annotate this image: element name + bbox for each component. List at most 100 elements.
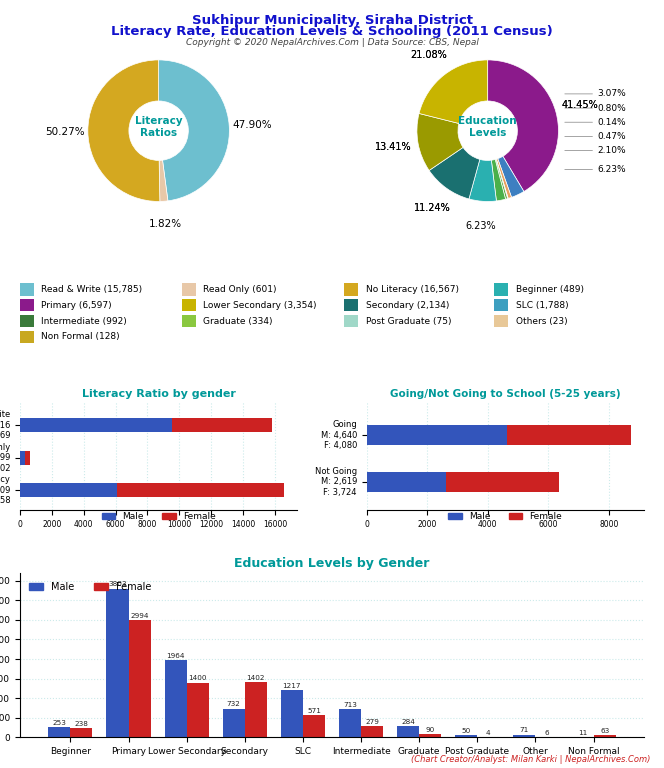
Text: 21.08%: 21.08% bbox=[410, 51, 448, 61]
Wedge shape bbox=[469, 160, 497, 201]
Text: Literacy Rate, Education Levels & Schooling (2011 Census): Literacy Rate, Education Levels & School… bbox=[111, 25, 553, 38]
Text: 11: 11 bbox=[578, 730, 587, 736]
Text: 279: 279 bbox=[365, 719, 379, 725]
Text: SLC (1,788): SLC (1,788) bbox=[515, 300, 568, 310]
Legend: Male, Female: Male, Female bbox=[445, 508, 566, 525]
Bar bbox=[182, 315, 196, 327]
Wedge shape bbox=[159, 60, 229, 201]
Text: 3803: 3803 bbox=[108, 581, 127, 588]
Text: 41.45%: 41.45% bbox=[562, 101, 598, 111]
Text: 253: 253 bbox=[52, 720, 66, 727]
Bar bbox=[20, 330, 34, 343]
Bar bbox=[397, 727, 419, 737]
Legend: Male, Female: Male, Female bbox=[25, 578, 155, 596]
Text: Read Only (601): Read Only (601) bbox=[203, 285, 277, 293]
Title: Literacy Ratio by gender: Literacy Ratio by gender bbox=[82, 389, 236, 399]
Wedge shape bbox=[498, 156, 524, 197]
Wedge shape bbox=[429, 147, 480, 199]
Text: Secondary (2,134): Secondary (2,134) bbox=[366, 300, 449, 310]
Text: 63: 63 bbox=[600, 727, 610, 733]
Text: 1964: 1964 bbox=[167, 654, 185, 659]
Wedge shape bbox=[417, 114, 463, 170]
Bar bbox=[494, 283, 508, 296]
Text: 1.82%: 1.82% bbox=[149, 219, 182, 229]
Text: Graduate (334): Graduate (334) bbox=[203, 316, 273, 326]
Text: Education
Levels: Education Levels bbox=[458, 117, 517, 138]
Bar bbox=[165, 660, 187, 737]
Text: 2994: 2994 bbox=[130, 613, 149, 619]
Text: Others (23): Others (23) bbox=[515, 316, 567, 326]
Bar bbox=[172, 419, 272, 432]
Bar bbox=[187, 683, 208, 737]
Text: Intermediate (992): Intermediate (992) bbox=[41, 316, 127, 326]
Bar bbox=[20, 419, 172, 432]
Bar bbox=[494, 315, 508, 327]
Bar bbox=[345, 315, 358, 327]
Bar bbox=[419, 733, 442, 737]
Text: 21.08%: 21.08% bbox=[410, 51, 448, 61]
Text: 3.07%: 3.07% bbox=[598, 89, 626, 98]
Bar bbox=[20, 483, 118, 497]
Wedge shape bbox=[88, 60, 160, 201]
Title: Education Levels by Gender: Education Levels by Gender bbox=[234, 558, 430, 571]
Bar bbox=[70, 728, 92, 737]
Text: 13.41%: 13.41% bbox=[375, 142, 412, 152]
Text: 6.23%: 6.23% bbox=[465, 221, 496, 231]
Text: Read & Write (15,785): Read & Write (15,785) bbox=[41, 285, 142, 293]
Text: 1402: 1402 bbox=[246, 675, 265, 681]
Bar bbox=[106, 588, 129, 737]
Text: 6.23%: 6.23% bbox=[598, 165, 626, 174]
Wedge shape bbox=[496, 159, 511, 198]
Wedge shape bbox=[419, 60, 487, 124]
Text: 41.45%: 41.45% bbox=[562, 101, 598, 111]
Bar bbox=[25, 451, 29, 465]
Bar bbox=[345, 299, 358, 312]
Text: 13.41%: 13.41% bbox=[375, 142, 412, 152]
Text: 0.47%: 0.47% bbox=[598, 132, 626, 141]
Bar bbox=[507, 425, 631, 445]
Text: 1217: 1217 bbox=[283, 683, 301, 688]
Text: Sukhipur Municipality, Siraha District: Sukhipur Municipality, Siraha District bbox=[191, 14, 473, 27]
Bar bbox=[20, 315, 34, 327]
Text: 6: 6 bbox=[544, 730, 549, 736]
Text: Non Formal (128): Non Formal (128) bbox=[41, 333, 120, 342]
Bar bbox=[222, 709, 245, 737]
Text: No Literacy (16,567): No Literacy (16,567) bbox=[366, 285, 459, 293]
Text: 238: 238 bbox=[74, 721, 88, 727]
Text: 50.27%: 50.27% bbox=[45, 127, 85, 137]
Bar bbox=[361, 727, 383, 737]
Bar bbox=[446, 472, 559, 492]
Bar bbox=[20, 299, 34, 312]
Bar bbox=[245, 683, 267, 737]
Text: 11.24%: 11.24% bbox=[414, 204, 450, 214]
Wedge shape bbox=[491, 160, 505, 201]
Bar bbox=[303, 715, 325, 737]
Text: 11.24%: 11.24% bbox=[414, 204, 450, 214]
Title: Going/Not Going to School (5-25 years): Going/Not Going to School (5-25 years) bbox=[390, 389, 621, 399]
Legend: Male, Female: Male, Female bbox=[98, 508, 219, 525]
Bar bbox=[20, 283, 34, 296]
Bar bbox=[118, 483, 284, 497]
Text: 47.90%: 47.90% bbox=[232, 120, 272, 130]
Text: (Chart Creator/Analyst: Milan Karki | NepalArchives.Com): (Chart Creator/Analyst: Milan Karki | Ne… bbox=[411, 755, 651, 764]
Bar bbox=[281, 690, 303, 737]
Bar bbox=[182, 283, 196, 296]
Bar bbox=[513, 734, 535, 737]
Bar bbox=[594, 735, 616, 737]
Bar bbox=[339, 710, 361, 737]
Bar bbox=[367, 472, 446, 492]
Text: Copyright © 2020 NepalArchives.Com | Data Source: CBS, Nepal: Copyright © 2020 NepalArchives.Com | Dat… bbox=[185, 38, 479, 48]
Bar bbox=[345, 283, 358, 296]
Bar bbox=[494, 299, 508, 312]
Text: 713: 713 bbox=[343, 702, 357, 708]
Text: 1400: 1400 bbox=[189, 675, 207, 681]
Text: 571: 571 bbox=[307, 708, 321, 713]
Text: 732: 732 bbox=[227, 701, 240, 707]
Text: 50: 50 bbox=[461, 728, 471, 734]
Bar bbox=[367, 425, 507, 445]
Bar bbox=[48, 727, 70, 737]
Wedge shape bbox=[495, 159, 507, 199]
Text: 71: 71 bbox=[520, 727, 529, 733]
Bar bbox=[456, 735, 477, 737]
Text: 284: 284 bbox=[401, 719, 415, 725]
